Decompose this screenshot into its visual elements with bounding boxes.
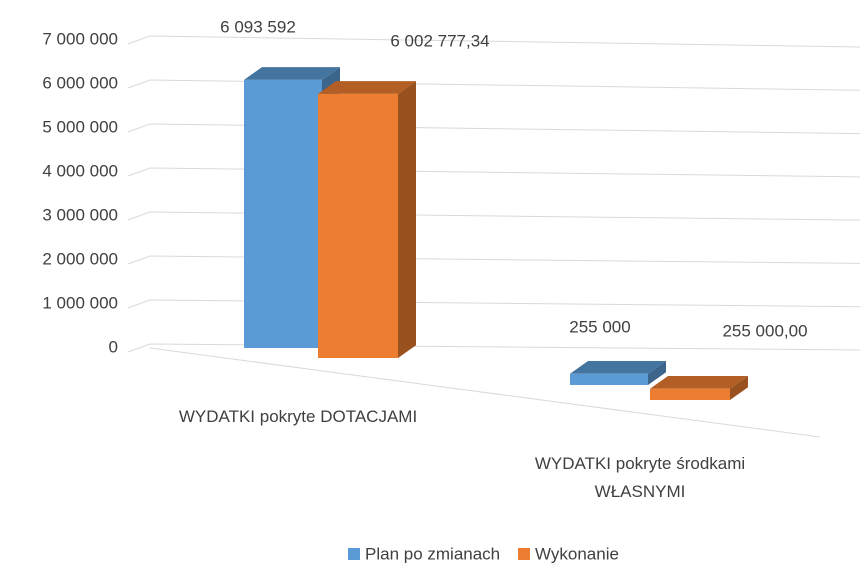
data-label: 6 002 777,34 — [390, 31, 489, 50]
data-label: 6 093 592 — [220, 17, 296, 36]
bar-side — [648, 360, 666, 385]
legend-label: Wykonanie — [535, 544, 619, 563]
y-tick-label: 7 000 000 — [42, 29, 118, 48]
y-tick-label: 2 000 000 — [42, 249, 118, 268]
x-tick-label: WYDATKI pokryte DOTACJAMI — [178, 407, 418, 426]
bar-front — [318, 93, 398, 358]
bar-top — [650, 375, 748, 389]
x-tick-label: WYDATKI pokryte środkami WŁASNYMI — [534, 454, 746, 501]
y-tick-label: 0 — [109, 337, 118, 356]
data-label: 255 000,00 — [722, 321, 807, 340]
bar-side — [398, 81, 416, 359]
data-label: 255 000 — [569, 317, 630, 336]
y-tick-label: 3 000 000 — [42, 205, 118, 224]
bar-top — [244, 67, 340, 80]
bar-front — [570, 373, 648, 385]
grid-line — [127, 167, 861, 178]
legend-swatch — [518, 548, 530, 560]
grid-line — [127, 211, 861, 221]
bar-front — [244, 79, 322, 348]
bar-front — [650, 388, 730, 400]
legend-label: Plan po zmianach — [365, 544, 500, 563]
y-tick-label: 1 000 000 — [42, 293, 118, 312]
bar-top — [570, 360, 666, 374]
y-tick-label: 5 000 000 — [42, 117, 118, 136]
grid-line — [127, 343, 861, 353]
grid-line — [127, 123, 861, 135]
grid-line — [127, 299, 861, 309]
legend-swatch — [348, 548, 360, 560]
floor-edge — [149, 347, 821, 438]
bar-side — [730, 375, 748, 400]
bar — [650, 375, 748, 400]
bar-top — [318, 81, 416, 94]
grid-line — [127, 35, 861, 48]
grid-line — [127, 79, 861, 91]
bar — [570, 360, 666, 385]
y-tick-label: 6 000 000 — [42, 73, 118, 92]
bar — [318, 81, 416, 359]
y-tick-label: 4 000 000 — [42, 161, 118, 180]
grid-line — [127, 255, 861, 265]
